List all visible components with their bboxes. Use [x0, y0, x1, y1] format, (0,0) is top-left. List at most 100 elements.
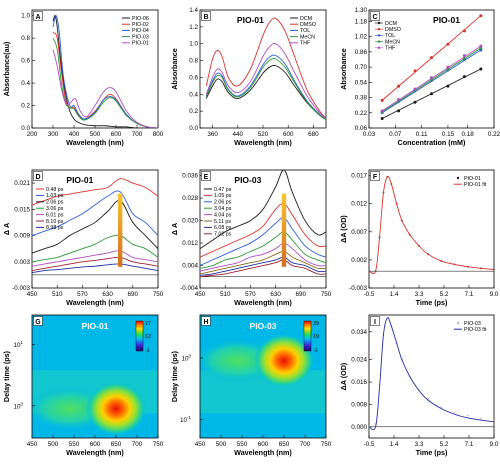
x-tick-label: 0.11 [416, 131, 428, 138]
y-tick-label: 1.0 [21, 13, 30, 20]
series-line [200, 217, 326, 266]
panel-letter: E [201, 171, 211, 181]
decay-arrow [281, 193, 287, 267]
y-tick-label: 1.0 [189, 41, 198, 48]
x-tick-label: 600 [90, 441, 101, 448]
series-line [32, 256, 158, 271]
plot-frame [199, 169, 327, 289]
y-tick-label: 0.54 [355, 79, 368, 86]
x-tick-label: 650 [111, 441, 122, 448]
y-axis-label: ΔA (OD) [339, 215, 348, 243]
y-tick-label: 0.009 [14, 233, 30, 240]
legend-label: 4.04 ps [214, 212, 232, 218]
x-tick-label: 7.1 [465, 291, 474, 298]
panel-G: PIO-01 27 12 -2 450 500 550 600 650 700 750 100 101 W… [2, 314, 164, 457]
series-line [32, 199, 158, 254]
panel-letter-box [201, 316, 211, 326]
x-tick-label: 510 [52, 291, 63, 298]
data-point [479, 44, 483, 48]
x-tick-label: -0.5 [364, 291, 375, 298]
data-point [430, 92, 433, 96]
plot-frame [31, 169, 159, 289]
panel-A: 200 300 400 500 600 700 800 0.0 0.2 0.4 0.6 0.8 1.0 W… [2, 9, 164, 147]
data-point [380, 116, 384, 120]
panel-letter-text: D [35, 174, 40, 181]
y-tick-label: 0.024 [351, 357, 367, 364]
data-point [479, 67, 483, 71]
panel-letter-box [370, 316, 380, 326]
legend-label: TOL [300, 28, 310, 34]
panel-letter: I [370, 316, 380, 326]
y-tick-label: 0.015 [14, 206, 30, 213]
x-tick-label: -0.5 [364, 441, 375, 448]
x-tick-label: 0.03 [363, 131, 376, 138]
y-tick-label: 0.017 [351, 173, 367, 180]
data-point [380, 98, 384, 102]
plot-frame [368, 9, 495, 129]
x-axis-label: Time (ps) [416, 448, 448, 457]
x-axis-label: Time (ps) [416, 298, 448, 307]
data-point [397, 109, 401, 113]
legend-label: PIO-04 [132, 28, 149, 34]
x-tick-label: 5.2 [440, 291, 449, 298]
x-tick-label: 690 [296, 291, 307, 298]
x-tick-label: 5.2 [440, 441, 449, 448]
data-point [413, 100, 417, 104]
x-tick-label: 600 [258, 441, 269, 448]
series-group [200, 170, 326, 278]
heatmap-hotspot [253, 333, 315, 388]
data-point [462, 75, 466, 79]
colorbar-mid-label: 19 [313, 334, 319, 340]
x-tick-label: 690 [128, 291, 139, 298]
series-line [205, 42, 326, 120]
y-tick-label: 0.012 [182, 240, 198, 247]
data-point [479, 417, 482, 420]
y-tick-label: 0.028 [182, 195, 198, 202]
series-group [205, 17, 326, 120]
panel-E: 450 510 570 630 690 750 -0.004 0.004 0.012 0.020 0… [170, 169, 332, 307]
legend-label: THF [300, 41, 311, 47]
data-point [466, 414, 469, 417]
x-tick-label: 600 [283, 131, 294, 138]
colorbar [303, 320, 312, 352]
y-axis-label: ΔA (OD) [339, 362, 348, 390]
x-tick-label: 680 [308, 131, 319, 138]
panel-letter-box [370, 171, 380, 181]
x-tick-label: 500 [90, 131, 101, 138]
x-tick-label: 750 [321, 441, 332, 448]
panel-C: 0.03 0.07 0.11 0.15 0.18 0.22 0.06 0.22 0.38 0.54… [339, 7, 500, 147]
panel-letter-box [33, 11, 43, 21]
x-tick-label: 600 [111, 131, 122, 138]
panel-title: PIO-01 [237, 15, 264, 25]
series-line [205, 17, 326, 119]
y-tick-label: 1.4 [189, 7, 198, 14]
panel-letter: G [33, 316, 43, 326]
y-tick-label: 0.000 [351, 424, 367, 431]
legend-label: 8.10 ps [46, 219, 64, 225]
y-tick-label: 0.007 [351, 229, 367, 236]
legend-label: TOL [385, 33, 395, 39]
legend-label: 3.06 ps [46, 206, 64, 212]
legend-label: PIO-03 [132, 34, 149, 40]
x-tick-label: 650 [279, 441, 290, 448]
y-axis-label: Absorbance [170, 48, 179, 90]
panel-letter-text: H [203, 319, 208, 326]
y-tick-label: 0.70 [355, 64, 368, 71]
y-tick-label: 0.6 [189, 74, 198, 81]
y-tick-label: 0.38 [355, 95, 368, 102]
heatmap-H [200, 315, 326, 438]
y-tick-label: -0.003 [12, 285, 30, 292]
panel-letter-box [33, 171, 43, 181]
legend-label: PIO-03 [464, 321, 481, 327]
panel-letter-box [370, 11, 380, 21]
colorbar-mid-label: 12 [145, 334, 151, 340]
colorbar-max-label: 27 [145, 321, 151, 327]
x-tick-label: 440 [233, 131, 244, 138]
y-tick-label: 0.86 [355, 49, 368, 56]
panel-title: PIO-01 [66, 175, 93, 185]
y-tick-label: 100 [13, 401, 23, 410]
x-axis-label: Wavelength (nm) [66, 448, 124, 457]
legend-label: 0.47 ps [214, 187, 232, 193]
x-tick-label: 3.3 [415, 441, 424, 448]
x-tick-label: 570 [77, 291, 88, 298]
